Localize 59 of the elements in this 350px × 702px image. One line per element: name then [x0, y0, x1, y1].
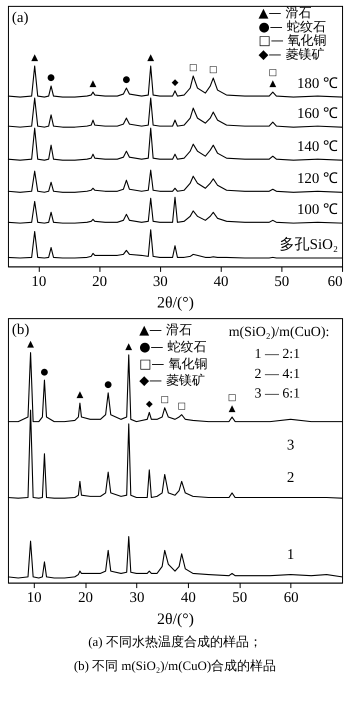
annotation: ◆ [146, 399, 153, 410]
text: ●— 蛇纹石 [258, 20, 326, 35]
annotation: ● [47, 73, 56, 84]
annotation: ▲ [31, 53, 38, 64]
annotation: □ [228, 393, 236, 404]
annotation: ▲ [90, 79, 97, 90]
series-label: 3 [286, 438, 294, 454]
x-tick-label: 40 [214, 274, 229, 290]
text: ▲— 滑石 [139, 323, 192, 338]
annotation: 2 — 4:1 [254, 366, 300, 382]
text: ◆— 菱镁矿 [258, 48, 324, 63]
x-tick-label: 10 [26, 590, 42, 606]
series-label: 2 [286, 470, 294, 486]
x-tick-label: 30 [129, 590, 144, 606]
annotation: ▲ [76, 390, 84, 400]
annotation: ◆— 菱镁矿 [139, 374, 206, 389]
annotation: ● [122, 75, 130, 86]
annotation: ● [104, 380, 112, 390]
x-tick-label: 60 [284, 590, 299, 606]
series-label: 160 ℃ [296, 106, 338, 122]
annotation: □ [209, 65, 218, 76]
annotation: ●— 蛇纹石 [139, 340, 206, 355]
x-tick-label: 10 [31, 274, 46, 290]
x-tick-label: 30 [152, 274, 168, 290]
annotation: ▲ [228, 404, 236, 414]
x-tick-label: 20 [92, 274, 108, 290]
x-tick-label: 20 [78, 590, 94, 606]
text: □— 氧化铜 [258, 34, 327, 49]
annotation: □— 氧化铜 [139, 356, 208, 372]
annotation: □ [160, 394, 169, 405]
text: m(SiO₂)/m(CuO): [228, 325, 330, 340]
text: (b) 不同 m(SiO₂)/m(CuO)合成的样品 [74, 658, 276, 674]
x-axis-title: 2θ/(°) [157, 610, 194, 628]
x-tick-label: 60 [328, 274, 343, 290]
series-label: 120 ℃ [296, 171, 338, 188]
x-tick-label: 50 [274, 274, 290, 290]
series-label: 1 [286, 546, 294, 563]
annotation: ▲ [125, 342, 132, 352]
annotation: 3 — 6:1 [254, 386, 300, 402]
series-label: 180 ℃ [296, 76, 338, 92]
annotation: ◆ [172, 78, 179, 88]
annotation: □ [177, 402, 186, 412]
annotation: ▲ [269, 79, 276, 90]
x-tick-label: 40 [180, 590, 196, 606]
annotation: ▲ [147, 53, 154, 64]
series-label: 多孔SiO₂ [280, 236, 338, 253]
text: ▲— 滑石 [258, 6, 312, 21]
chart-title: (a) [12, 10, 29, 26]
series-label: 140 ℃ [296, 139, 338, 156]
annotation: ▲ [27, 340, 34, 350]
x-tick-label: 50 [232, 590, 248, 606]
annotation: 1 — 2:1 [254, 346, 300, 362]
annotation: ● [40, 367, 49, 378]
annotation: □ [188, 63, 198, 74]
chart-title: (b) [12, 322, 30, 338]
text: (a) 不同水热温度合成的样品； [88, 634, 262, 650]
annotation: □ [268, 68, 278, 78]
x-axis-title: 2θ/(°) [157, 294, 194, 312]
series-label: 100 ℃ [296, 202, 338, 218]
